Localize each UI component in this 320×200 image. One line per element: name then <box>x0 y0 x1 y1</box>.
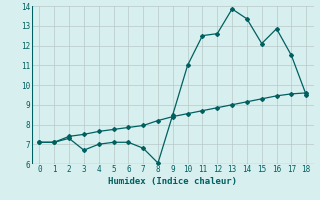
X-axis label: Humidex (Indice chaleur): Humidex (Indice chaleur) <box>108 177 237 186</box>
